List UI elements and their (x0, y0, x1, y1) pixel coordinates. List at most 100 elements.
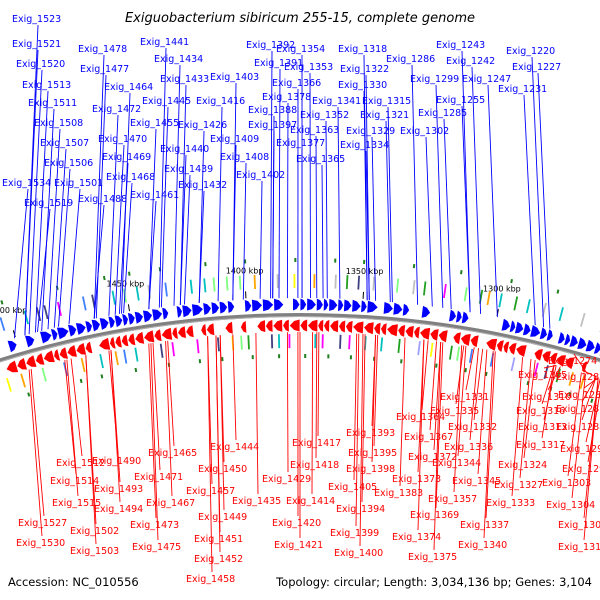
forward-gene-arrow (274, 298, 284, 311)
leader-line (121, 92, 131, 314)
forward-gene-arrow (557, 332, 565, 344)
leader-line (110, 350, 121, 503)
leader-line (567, 372, 582, 477)
forward-gene-label: Exig_1440 (160, 144, 209, 155)
forward-gene-label: Exig_1321 (360, 110, 409, 121)
forward-gene-label: Exig_1501 (54, 178, 103, 189)
feature-mark (212, 277, 216, 292)
feature-mark (412, 280, 416, 295)
forward-gene-arrow (393, 302, 403, 315)
reverse-gene-arrow (387, 324, 398, 337)
forward-gene-label: Exig_1255 (436, 95, 485, 106)
reverse-gene-label: Exig_1305 (518, 370, 567, 381)
reverse-gene-arrow (121, 334, 129, 347)
feature-mark (513, 296, 519, 311)
feature-mark (423, 281, 427, 296)
reverse-gene-arrow (405, 325, 414, 338)
leader-line (150, 343, 159, 541)
kbp-label: 1300 kbp (483, 284, 521, 293)
forward-gene-label: Exig_1464 (104, 82, 153, 93)
forward-gene-label: Exig_1329 (346, 126, 395, 137)
reverse-gene-label: Exig_1336 (444, 442, 493, 453)
feature-dot (134, 367, 138, 373)
leader-line (70, 358, 83, 457)
forward-gene-label: Exig_1534 (2, 178, 51, 189)
reverse-gene-arrow (178, 326, 186, 338)
forward-gene-arrow (203, 303, 211, 315)
forward-gene-arrow (127, 313, 135, 325)
forward-gene-label: Exig_1334 (340, 140, 389, 151)
feature-mark (510, 357, 516, 372)
forward-gene-label: Exig_1285 (418, 108, 467, 119)
leader-line (421, 340, 429, 411)
reverse-gene-label: Exig_1316 (516, 406, 565, 417)
backbone-highlight (0, 316, 600, 363)
leader-line (68, 188, 81, 325)
reverse-gene-label: Exig_1331 (440, 392, 489, 403)
leader-line (581, 376, 597, 403)
reverse-gene-label: Exig_1503 (70, 546, 119, 557)
reverse-gene-label: Exig_1451 (194, 534, 243, 545)
leader-line (373, 334, 379, 447)
forward-gene-arrow (338, 299, 344, 312)
kbp-label: 1350 kbp (346, 267, 384, 276)
forward-gene-arrow (7, 340, 17, 353)
reverse-gene-arrow (206, 323, 215, 336)
forward-gene-label: Exig_1520 (16, 59, 65, 70)
leader-line (160, 106, 169, 308)
feature-dot (590, 398, 594, 403)
reverse-gene-arrow (26, 355, 37, 367)
leader-line (399, 337, 406, 487)
forward-gene-label: Exig_1403 (210, 72, 259, 83)
leader-line (148, 128, 157, 310)
leader-line (278, 68, 281, 299)
feature-mark (41, 367, 47, 382)
forward-gene-label: Exig_1242 (446, 56, 495, 67)
feature-mark (0, 317, 6, 332)
leader-line (158, 47, 167, 308)
leader-line (286, 332, 289, 473)
leader-line (37, 208, 51, 332)
leader-line (242, 162, 247, 300)
reverse-gene-label: Exig_1324 (498, 460, 547, 471)
leader-line (148, 200, 157, 310)
forward-gene-arrow (40, 331, 52, 344)
leader-line (317, 332, 320, 437)
leader-line (417, 339, 425, 531)
feature-mark (334, 274, 337, 289)
reverse-gene-arrow (172, 327, 178, 339)
reverse-gene-label: Exig_1287 (556, 404, 600, 415)
leader-line (232, 144, 237, 301)
reverse-gene-arrow (201, 323, 207, 336)
forward-gene-arrow (300, 298, 307, 311)
forward-gene-arrow (143, 310, 153, 323)
feature-dot (0, 300, 4, 305)
feature-mark (449, 345, 453, 360)
leader-line (66, 359, 79, 497)
leader-line (487, 84, 498, 318)
reverse-gene-arrow (154, 329, 162, 342)
forward-gene-label: Exig_1302 (400, 126, 449, 137)
forward-gene-label: Exig_1441 (140, 37, 189, 48)
feature-mark (164, 282, 168, 297)
reverse-gene-arrow (308, 319, 318, 332)
reverse-gene-arrow (516, 345, 527, 357)
reverse-gene-label: Exig_1293 (560, 444, 600, 455)
reverse-gene-label: Exig_1337 (460, 520, 509, 531)
forward-gene-arrow (108, 316, 115, 329)
feature-mark (396, 278, 400, 293)
forward-gene-label: Exig_1439 (164, 164, 213, 175)
forward-gene-arrow (522, 323, 531, 336)
leader-line (184, 174, 191, 305)
forward-gene-label: Exig_1391 (254, 58, 303, 69)
reverse-gene-label: Exig_1303 (542, 478, 591, 489)
leader-line (583, 377, 599, 541)
feature-mark (238, 275, 242, 290)
reverse-gene-label: Exig_1473 (130, 520, 179, 531)
forward-gene-arrow (539, 327, 547, 340)
forward-gene-label: Exig_1318 (338, 44, 387, 55)
forward-gene-label: Exig_1488 (78, 194, 127, 205)
reverse-gene-label: Exig_1435 (232, 496, 281, 507)
leader-line (315, 135, 318, 299)
leader-line (64, 360, 77, 475)
